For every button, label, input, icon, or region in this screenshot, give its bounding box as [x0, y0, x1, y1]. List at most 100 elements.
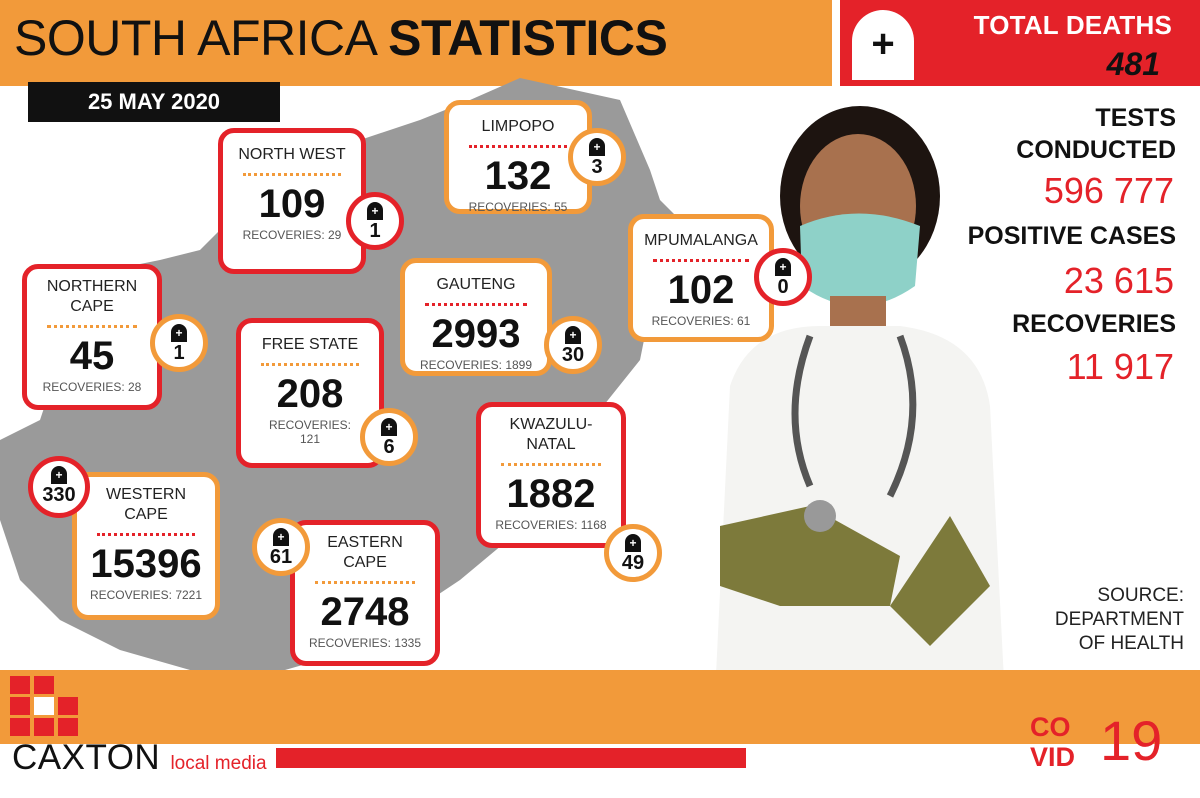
province-name: NORTHERN CAPE [27, 277, 157, 317]
deaths-mpumalanga: + 0 [754, 248, 812, 306]
source-line1: SOURCE: [1097, 585, 1184, 606]
province-name-line1: WESTERN [106, 486, 186, 503]
province-name: KWAZULU- NATAL [481, 415, 621, 455]
deaths-eastern-cape: + 61 [252, 518, 310, 576]
tests-value: 596 777 [1043, 170, 1174, 211]
tombstone-icon: + [565, 326, 581, 344]
stethoscope [791, 334, 917, 498]
province-name-line2: CAPE [70, 298, 114, 315]
deaths-western-cape: + 330 [28, 456, 90, 518]
province-name-line2: CAPE [343, 554, 387, 571]
tests-label-line2: CONDUCTED [1016, 136, 1176, 164]
province-name: LIMPOPO [481, 118, 555, 135]
case-count: 109 [258, 182, 326, 226]
recoveries-text: RECOVERIES: 1168 [495, 518, 607, 532]
header-band [0, 0, 832, 86]
province-name: EASTERN CAPE [295, 533, 435, 573]
logo-square-7 [10, 718, 30, 736]
total-deaths-value: 481 [1106, 46, 1160, 82]
province-name-line2: CAPE [124, 506, 168, 523]
face-mask [800, 213, 920, 306]
covid-vid: VID [1030, 742, 1076, 772]
tombstone-icon: + [381, 418, 397, 436]
divider [653, 259, 749, 262]
province-name: GAUTENG [436, 276, 516, 293]
province-name-line2: NATAL [526, 436, 576, 453]
title-bold: STATISTICS [388, 10, 668, 66]
case-count: 132 [484, 154, 552, 198]
death-count: 1 [369, 220, 381, 242]
divider [243, 173, 341, 176]
recoveries-value: 11 917 [1066, 346, 1174, 387]
logo-square-9 [58, 718, 78, 736]
province-name: NORTH WEST [238, 146, 346, 163]
death-count: 3 [591, 156, 603, 178]
death-count: 0 [777, 276, 789, 298]
divider [261, 363, 359, 366]
card-western-cape: WESTERN CAPE 15396 RECOVERIES: 7221 [72, 472, 220, 620]
card-north-west: NORTH WEST 109 RECOVERIES: 29 [218, 128, 366, 274]
deaths-limpopo: + 3 [568, 128, 626, 186]
tombstone-icon: + [171, 324, 187, 342]
case-count: 2748 [320, 590, 410, 634]
card-mpumalanga: MPUMALANGA 102 RECOVERIES: 61 [628, 214, 774, 342]
source-line3: OF HEALTH [1078, 633, 1184, 654]
recoveries-text-line1: RECOVERIES: [268, 418, 352, 432]
total-deaths-label: TOTAL DEATHS [973, 10, 1172, 40]
covid-badge: CO VID [1030, 712, 1075, 772]
card-kwazulu-natal: KWAZULU- NATAL 1882 RECOVERIES: 1168 [476, 402, 626, 548]
doctor-arm-right [890, 516, 990, 646]
death-count: 330 [42, 484, 76, 506]
case-count: 102 [667, 268, 735, 312]
recoveries-text-line2: 121 [299, 432, 321, 446]
title-plain: SOUTH AFRICA [14, 10, 389, 66]
recoveries-text: RECOVERIES: 55 [468, 200, 568, 214]
page-title: SOUTH AFRICA STATISTICS [14, 6, 668, 70]
recoveries-text: RECOVERIES: 1335 [308, 636, 422, 650]
brand-wordmark: CAXTON local media [12, 738, 267, 778]
card-gauteng: GAUTENG 2993 RECOVERIES: 1899 [400, 258, 552, 376]
stethoscope-head [804, 500, 836, 532]
brand-name: CAXTON [12, 738, 161, 777]
death-count: 61 [269, 546, 293, 568]
positive-cases-label: POSITIVE CASES [967, 222, 1176, 250]
logo-square-3 [58, 676, 78, 694]
deaths-north-west: + 1 [346, 192, 404, 250]
case-count: 208 [276, 372, 344, 416]
logo-square-8 [34, 718, 54, 736]
deaths-kwazulu-natal: + 49 [604, 524, 662, 582]
case-count: 15396 [90, 542, 202, 586]
tombstone-icon: + [367, 202, 383, 220]
caxton-logo-icon [10, 676, 78, 736]
tests-label: TESTS CONDUCTED [1016, 102, 1176, 166]
doctor-arm-left [720, 506, 900, 606]
tombstone-icon: + [51, 466, 67, 484]
province-name: MPUMALANGA [644, 232, 758, 249]
footer-red-stripe [276, 748, 746, 768]
province-name: FREE STATE [261, 336, 359, 353]
brand-sub: local media [170, 753, 267, 774]
case-count: 2993 [431, 312, 521, 356]
tombstone-icon: + [852, 10, 914, 80]
recoveries-label: RECOVERIES [1012, 310, 1176, 338]
death-count: 1 [173, 342, 185, 364]
logo-square-5 [34, 697, 54, 715]
province-name-line1: KWAZULU- [509, 416, 593, 433]
card-free-state: FREE STATE 208 RECOVERIES: 121 [236, 318, 384, 468]
date-badge: 25 MAY 2020 [28, 82, 280, 122]
recoveries-text: RECOVERIES: 28 [42, 380, 142, 394]
divider [501, 463, 601, 466]
divider [469, 145, 567, 148]
recoveries-text: RECOVERIES: 121 [241, 418, 379, 446]
covid-co: CO [1030, 712, 1071, 742]
tombstone-icon: + [273, 528, 289, 546]
tombstone-icon: + [625, 534, 641, 552]
case-count: 45 [69, 334, 115, 378]
tombstone-icon: + [775, 258, 791, 276]
logo-square-2 [34, 676, 54, 694]
card-northern-cape: NORTHERN CAPE 45 RECOVERIES: 28 [22, 264, 162, 410]
recoveries-text: RECOVERIES: 1899 [419, 358, 533, 372]
death-count: 6 [383, 436, 395, 458]
tests-label-line1: TESTS [1095, 104, 1176, 132]
province-name-line1: EASTERN [327, 534, 403, 551]
